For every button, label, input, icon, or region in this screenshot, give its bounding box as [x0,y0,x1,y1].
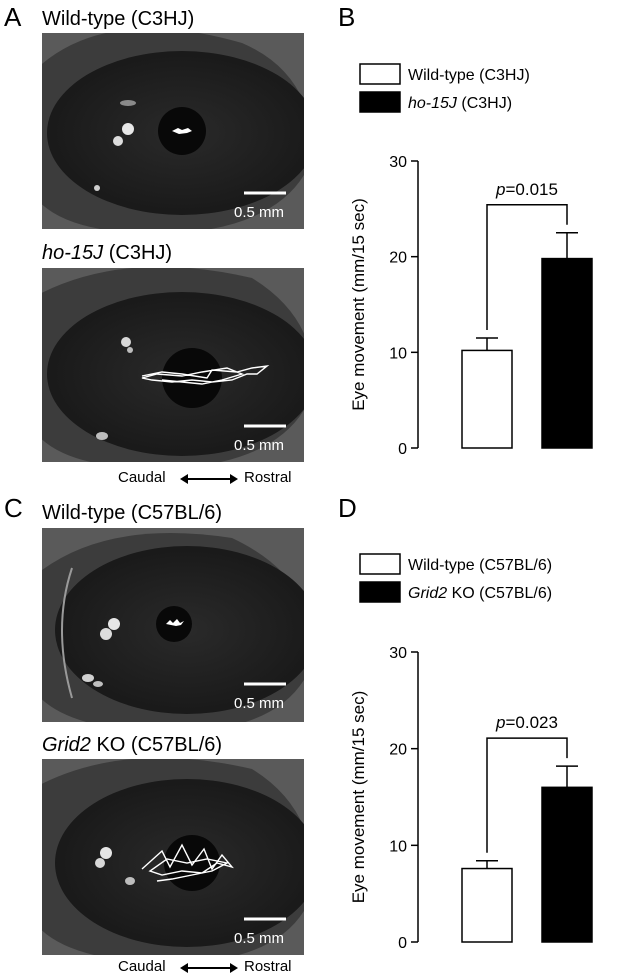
panel-label-a: A [4,2,22,32]
trace-mark [166,619,184,626]
direction-rostral-label: Rostral [244,958,292,975]
y-tick-label: 20 [389,250,407,267]
y-axis-label: Eye movement (mm/15 sec) [349,198,368,411]
significance-label: p=0.023 [495,713,558,732]
legend-swatch [359,553,401,575]
bar [541,786,593,943]
panel-label-c: C [4,493,23,523]
trace-mark [141,843,234,882]
double-arrow-icon [180,963,238,973]
eye-photo-grid2-ko: 0.5 mm [42,759,304,955]
y-axis-label: Eye movement (mm/15 sec) [349,691,368,904]
eye-image [42,33,304,229]
direction-rostral-label: Rostral [244,469,292,486]
eye-photo-ho15j: 0.5 mm [42,268,304,462]
y-tick-label: 0 [398,441,407,458]
y-tick-label: 20 [389,742,407,759]
scale-label: 0.5 mm [234,930,285,947]
y-tick-label: 0 [398,935,407,952]
panel-a-title-top: Wild-type (C3HJ) [42,8,195,30]
double-arrow-icon [180,474,238,484]
bar [461,867,513,943]
scale-label: 0.5 mm [234,695,285,712]
direction-caudal-label: Caudal [118,958,166,975]
scale-label: 0.5 mm [234,204,285,221]
significance-label: p=0.015 [495,180,558,199]
panel-label-d: D [338,493,357,523]
legend-label: Wild-type (C57BL/6) [408,557,552,574]
y-tick-label: 30 [389,645,407,662]
bar [541,257,593,449]
trace-mark [141,364,270,385]
legend-label: Grid2 KO (C57BL/6) [408,585,552,602]
panel-a-title-bottom: ho-15J (C3HJ) [42,242,173,264]
direction-caudal-label: Caudal [118,469,166,486]
legend-label: Wild-type (C3HJ) [408,67,530,84]
bar [461,349,513,449]
eye-photo-wildtype-c57bl6: 0.5 mm [42,528,304,722]
significance-bracket [486,737,568,853]
legend-swatch [359,63,401,85]
y-tick-label: 10 [389,345,407,362]
bar-chart-d: Wild-type (C57BL/6) Grid2 KO (C57BL/6) 0 10… [349,553,593,952]
panel-c-title-top: Wild-type (C57BL/6) [42,502,223,524]
legend-label: ho-15J (C3HJ) [408,95,512,112]
eye-image [42,268,304,462]
panel-label-b: B [338,2,356,32]
panel-c-title-bottom: Grid2 KO (C57BL/6) [42,734,223,756]
bar-chart-b: Wild-type (C3HJ) ho-15J (C3HJ) 0 10 20 30 Eye … [349,63,593,458]
legend-swatch [359,91,401,113]
scale-label: 0.5 mm [234,437,285,454]
eye-image [42,528,304,722]
eye-photo-wildtype-c3hj: 0.5 mm [42,33,304,229]
trace-mark [172,128,192,134]
significance-bracket [486,204,568,330]
legend-swatch [359,581,401,603]
y-tick-label: 30 [389,154,407,171]
eye-image [42,759,304,955]
y-tick-label: 10 [389,838,407,855]
